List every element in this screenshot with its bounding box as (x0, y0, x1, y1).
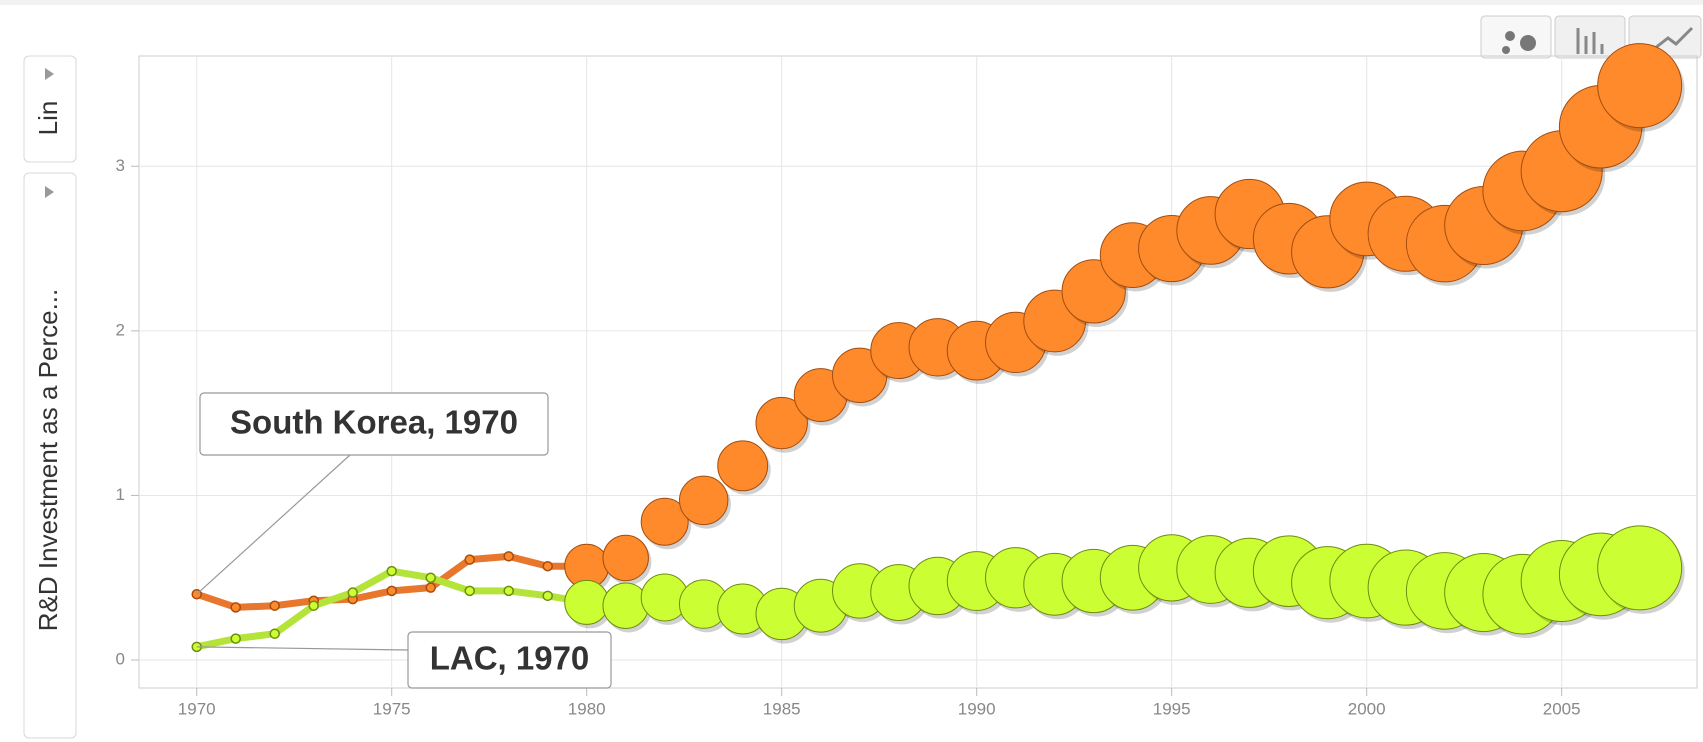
x-tick-label: 2005 (1543, 699, 1581, 718)
annotation-box (199, 392, 549, 456)
x-tick-label: 1970 (178, 699, 216, 718)
y-tick-label: 2 (116, 320, 125, 339)
annotation-label: South Korea, 1970 (230, 404, 518, 441)
bubble (602, 534, 649, 582)
bar-view-button[interactable] (1554, 15, 1626, 59)
bubble (1597, 525, 1683, 611)
plot-area: 0 1 2 3 1970 1975 1980 1985 1990 1995 2000 2005 Sout… (116, 43, 1697, 718)
bubble (564, 579, 610, 625)
trail-dot (230, 633, 241, 644)
trail-dot (230, 602, 241, 613)
x-tick-label: 1995 (1153, 699, 1191, 718)
bubble-view-button[interactable] (1480, 15, 1552, 59)
trail-dot (269, 628, 280, 639)
bubble (755, 396, 808, 450)
trail-dot (503, 585, 514, 597)
trail-dot (269, 600, 280, 611)
y-tick-label: 0 (116, 650, 125, 669)
x-tick-label: 1980 (568, 699, 606, 718)
annotation-leader (196, 646, 409, 651)
view-buttons (1480, 15, 1702, 59)
scale-label: Lin (33, 101, 63, 136)
bubble (717, 440, 769, 492)
x-tick-label: 1990 (958, 699, 996, 718)
annotation-leader (196, 454, 351, 595)
y-tick-label: 3 (116, 156, 125, 175)
trail-dot (425, 572, 436, 583)
annotation-box (407, 631, 612, 689)
trail-dot (542, 590, 553, 602)
y-axis-label: R&D Investment as a Perce... (33, 289, 63, 631)
top-bar (0, 0, 1703, 5)
trail-dot (464, 585, 475, 597)
trail-dot (386, 585, 397, 597)
trail-dot (542, 560, 553, 572)
x-tick-label: 1975 (373, 699, 411, 718)
trail-dot (347, 587, 358, 598)
scale-dropdown[interactable]: Lin (23, 55, 77, 163)
bubble (640, 497, 689, 546)
trail-dot (386, 565, 397, 577)
trail-dot (464, 554, 475, 565)
bubble (678, 475, 729, 526)
x-tick-label: 2000 (1348, 699, 1386, 718)
trail-dot (503, 551, 514, 562)
annotation-label: LAC, 1970 (430, 640, 590, 677)
y-tick-label: 1 (116, 485, 125, 504)
plot-frame (138, 55, 1698, 689)
trail-dot (308, 600, 319, 611)
y-axis-dropdown[interactable]: R&D Investment as a Perce... (23, 172, 77, 739)
x-tick-label: 1985 (763, 699, 801, 718)
bubble (602, 582, 649, 629)
trail-dot (425, 582, 436, 593)
bubble (1597, 43, 1683, 129)
